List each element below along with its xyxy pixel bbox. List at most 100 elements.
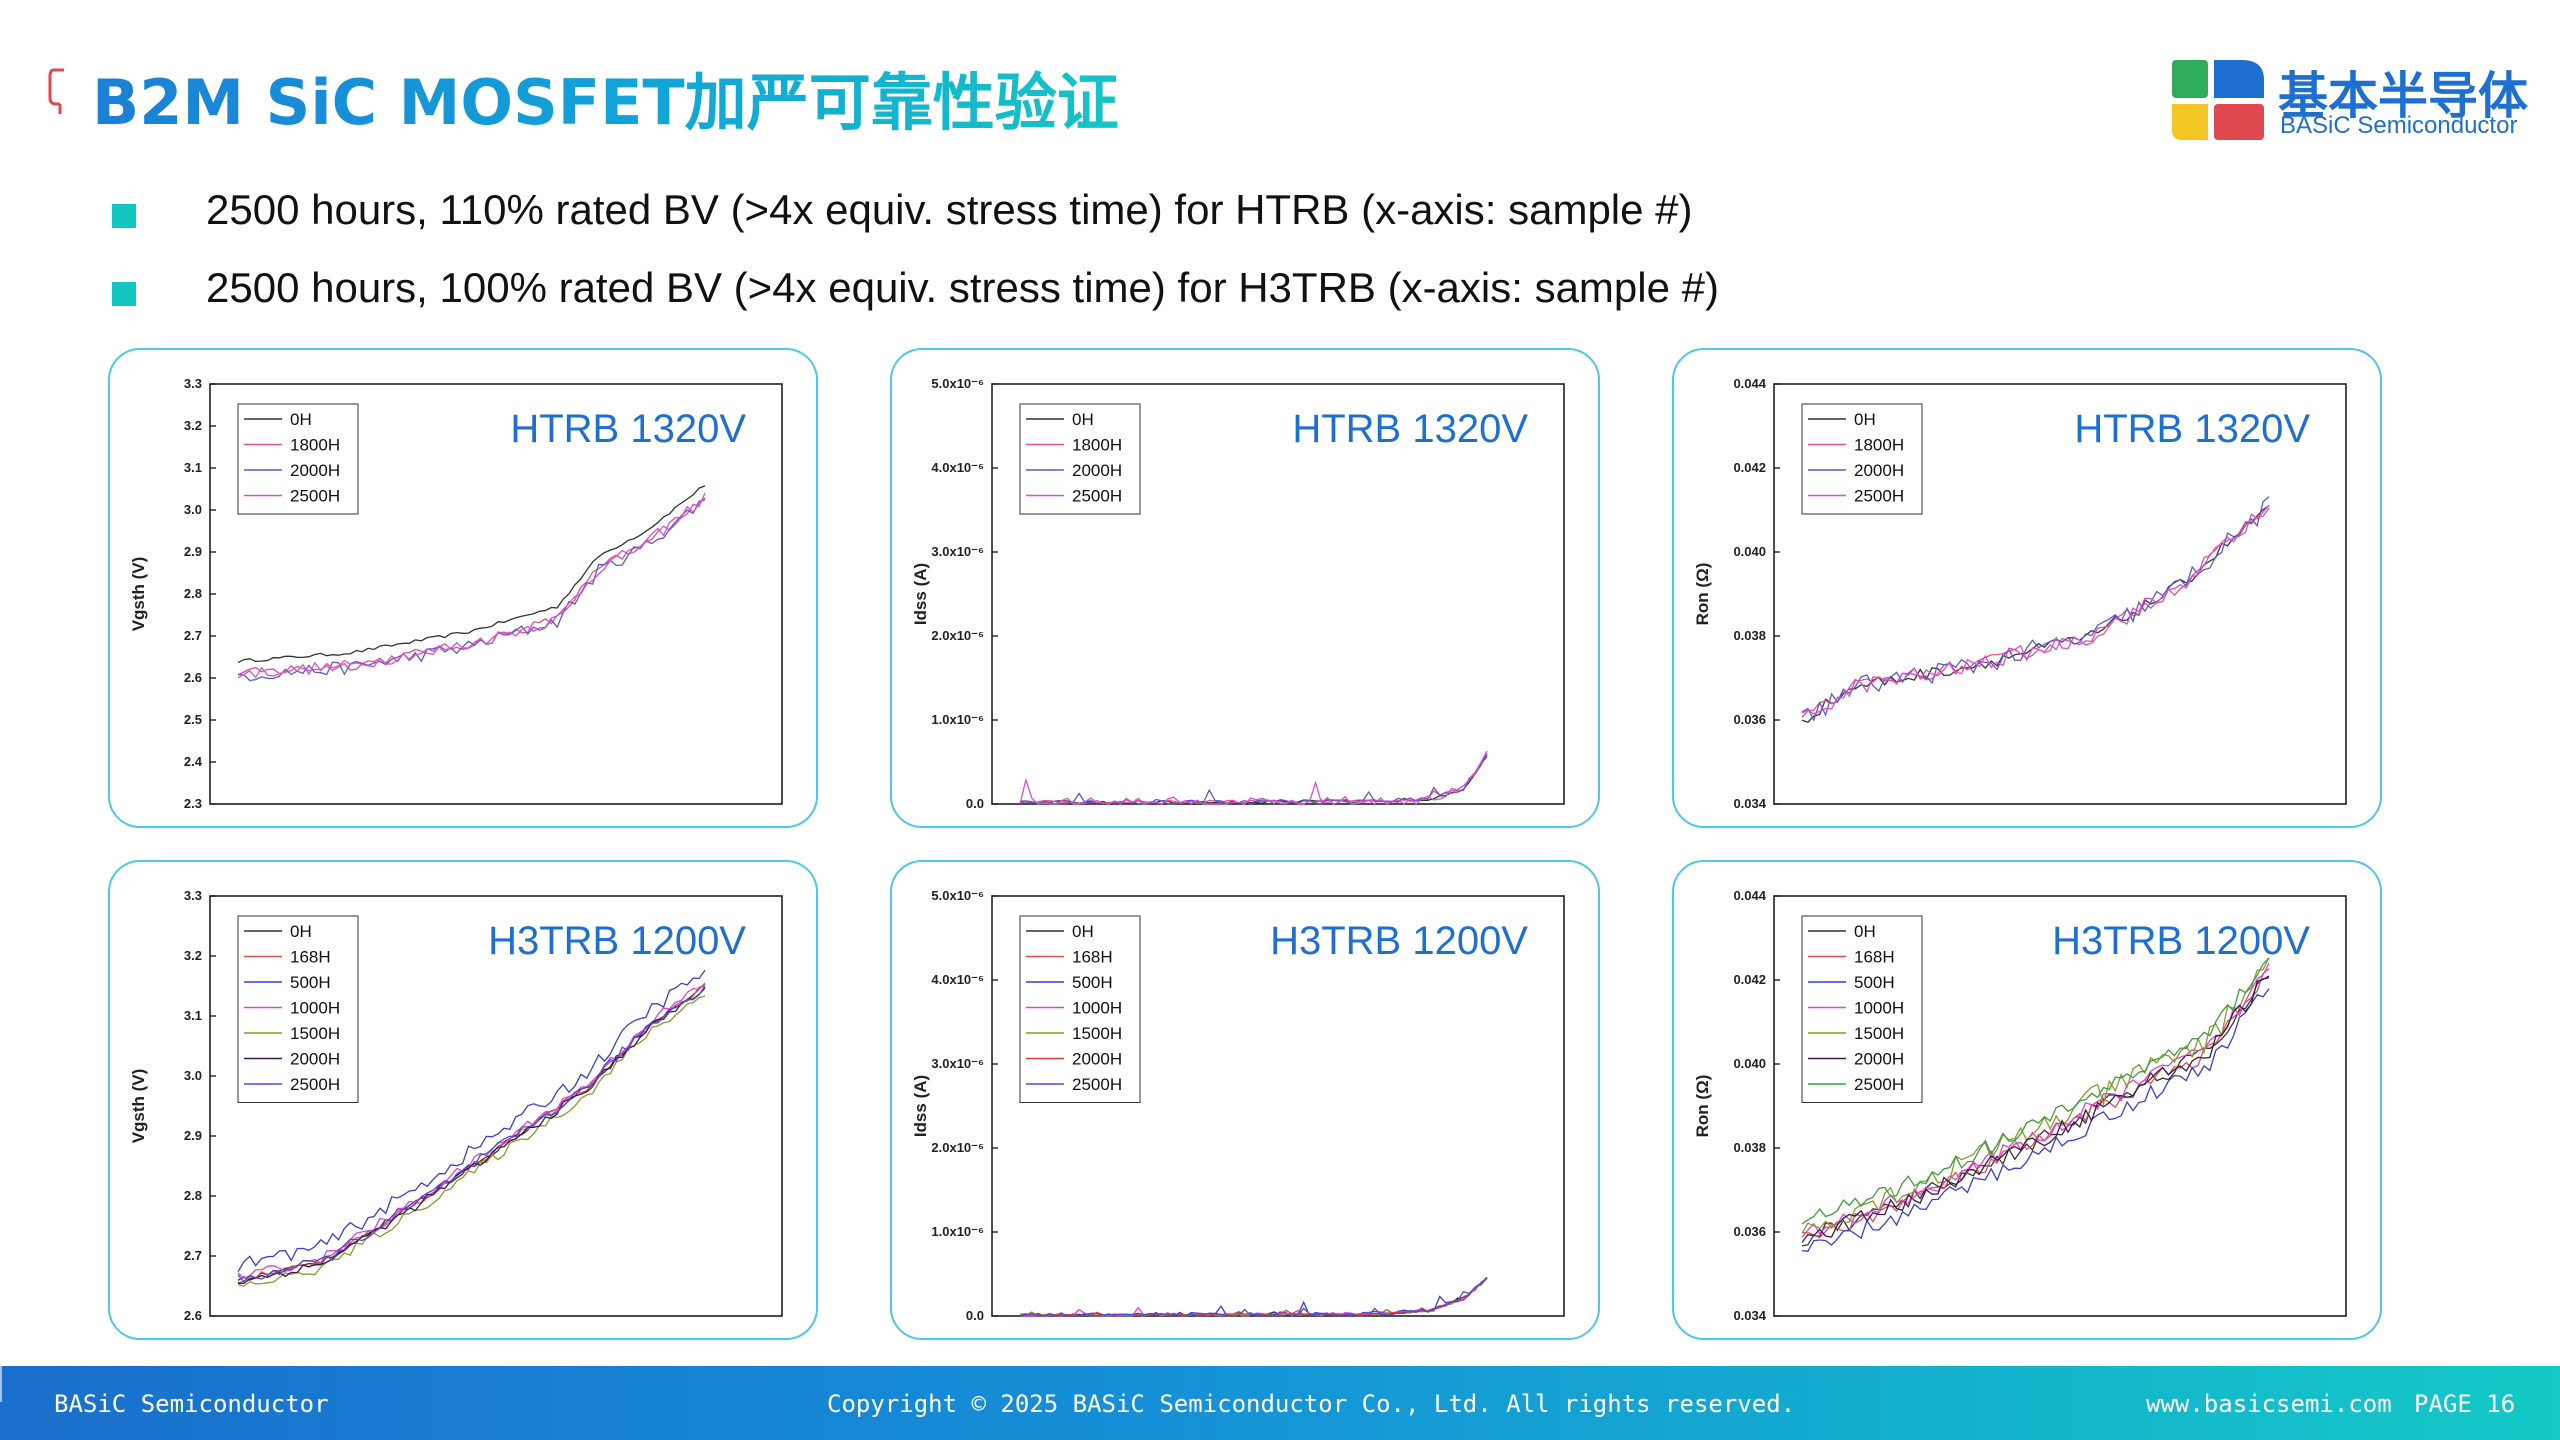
- y-axis-label: Idss (A): [911, 563, 930, 625]
- y-tick-label: 3.3: [184, 888, 202, 903]
- legend-box: [1019, 915, 1141, 1103]
- series-line-1800H: [1019, 754, 1488, 805]
- legend-label: 1500H: [1072, 1024, 1122, 1043]
- y-tick-label: 0.042: [1733, 972, 1766, 987]
- y-axis-label: Vgsth (V): [129, 1069, 148, 1144]
- legend-label: 1000H: [1854, 999, 1904, 1018]
- legend-label: 168H: [1854, 948, 1895, 967]
- y-tick-label: 4.0x10⁻⁶: [931, 972, 984, 987]
- legend-label: 168H: [1072, 948, 1113, 967]
- y-tick-label: 2.9: [184, 544, 202, 559]
- series-line-1000H: [1801, 962, 2270, 1238]
- series-line-2000H: [1019, 753, 1488, 805]
- y-tick-label: 2.4: [184, 754, 203, 769]
- legend-label: 2000H: [290, 461, 340, 480]
- legend-label: 0H: [1854, 410, 1876, 429]
- y-tick-label: 2.7: [184, 628, 202, 643]
- y-tick-label: 0.040: [1733, 1056, 1766, 1071]
- chart-panel-h3trb-ron: 0.034 0.036 0.038 0.040 0.042 0.044 Ron (Ω) 0H 1…: [1672, 860, 2382, 1340]
- chart-panel-htrb-vgsth: 2.3 2.4 2.5 2.6 2.7 2.8 2.9 3.0 3.1 3.2 3.3 Vgsth (…: [108, 348, 818, 828]
- y-tick-label: 2.5: [184, 712, 202, 727]
- chart-test-label: HTRB 1320V: [510, 407, 746, 451]
- page-title: B2M SiC MOSFET加严可靠性验证: [92, 52, 1119, 142]
- y-tick-label: 0.034: [1733, 1308, 1766, 1323]
- chart-htrb-vgsth: 2.3 2.4 2.5 2.6 2.7 2.8 2.9 3.0 3.1 3.2 3.3 Vgsth (…: [129, 376, 783, 811]
- series-line-1800H: [237, 492, 706, 676]
- chart-panel-h3trb-vgsth: 2.6 2.7 2.8 2.9 3.0 3.1 3.2 3.3 Vgsth (V) 0H 168H 5…: [108, 860, 818, 1340]
- series-line-500H: [237, 969, 706, 1273]
- y-tick-label: 3.0: [184, 502, 202, 517]
- y-tick-label: 0.0: [966, 796, 984, 811]
- logo-name-en: BASiC Semiconductor: [2280, 112, 2518, 139]
- series-line-2500H: [1801, 504, 2270, 715]
- series-line-1500H: [1801, 957, 2270, 1234]
- plot-frame: [991, 383, 1565, 805]
- legend-label: 2000H: [1072, 1050, 1122, 1069]
- y-tick-label: 0.042: [1733, 460, 1766, 475]
- series-line-2500H: [237, 497, 706, 679]
- y-tick-label: 3.1: [184, 1008, 202, 1023]
- legend-label: 0H: [1072, 922, 1094, 941]
- legend-box: [1801, 915, 1923, 1103]
- y-tick-label: 0.040: [1733, 544, 1766, 559]
- y-tick-label: 4.0x10⁻⁶: [931, 460, 984, 475]
- y-axis-label: Ron (Ω): [1693, 1075, 1712, 1138]
- y-tick-label: 2.8: [184, 586, 202, 601]
- bullet-text: 2500 hours, 100% rated BV (>4x equiv. st…: [206, 264, 1719, 311]
- y-tick-label: 5.0x10⁻⁶: [931, 376, 984, 391]
- chart-h3trb-vgsth: 2.6 2.7 2.8 2.9 3.0 3.1 3.2 3.3 Vgsth (V) 0H 168H 5…: [129, 888, 783, 1323]
- y-axis-label: Ron (Ω): [1693, 563, 1712, 626]
- bullet-text: 2500 hours, 110% rated BV (>4x equiv. st…: [206, 186, 1693, 233]
- legend-label: 500H: [1072, 973, 1113, 992]
- series-line-2500H: [1801, 957, 2270, 1225]
- legend-label: 0H: [290, 922, 312, 941]
- series-line-1000H: [237, 982, 706, 1279]
- y-tick-label: 5.0x10⁻⁶: [931, 888, 984, 903]
- y-tick-label: 0.038: [1733, 628, 1766, 643]
- footer-separator: [0, 1366, 2, 1384]
- y-tick-label: 1.0x10⁻⁶: [931, 712, 984, 727]
- chart-test-label: H3TRB 1200V: [1270, 919, 1528, 963]
- series-line-2000H: [237, 499, 706, 682]
- legend-label: 2500H: [290, 487, 340, 506]
- legend-label: 1000H: [1072, 999, 1122, 1018]
- legend-label: 500H: [1854, 973, 1895, 992]
- y-tick-label: 2.0x10⁻⁶: [931, 1140, 984, 1155]
- legend-label: 2500H: [1072, 487, 1122, 506]
- series-line-2000H: [1801, 975, 2270, 1243]
- plot-frame: [1773, 383, 2347, 805]
- logo-name-cn: 基本半导体: [2278, 67, 2528, 125]
- series-line-0H: [1019, 755, 1488, 805]
- footer-separator: [0, 1384, 2, 1402]
- plot-frame: [209, 895, 783, 1317]
- y-tick-label: 1.0x10⁻⁶: [931, 1224, 984, 1239]
- y-tick-label: 0.038: [1733, 1140, 1766, 1155]
- series-line-1500H: [237, 995, 706, 1287]
- y-tick-label: 2.8: [184, 1188, 202, 1203]
- legend-label: 1800H: [290, 436, 340, 455]
- y-tick-label: 0.036: [1733, 712, 1766, 727]
- series-line-2500H: [1019, 750, 1488, 805]
- y-tick-label: 3.0x10⁻⁶: [931, 544, 984, 559]
- y-tick-label: 0.036: [1733, 1224, 1766, 1239]
- chart-htrb-idss: 0.0 1.0x10⁻⁶ 2.0x10⁻⁶ 3.0x10⁻⁶ 4.0x10⁻⁶ 5.0x1…: [911, 376, 1565, 811]
- footer-website-link[interactable]: www.basicsemi.com: [2146, 1390, 2392, 1418]
- logo-mark-icon: [2172, 60, 2264, 140]
- legend-label: 1800H: [1072, 436, 1122, 455]
- legend-label: 0H: [1072, 410, 1094, 429]
- footer-bar: BASiC Semiconductor Copyright © 2025 BAS…: [0, 1366, 2560, 1440]
- legend-label: 2000H: [1854, 461, 1904, 480]
- y-axis-label: Vgsth (V): [129, 557, 148, 632]
- legend-label: 1500H: [1854, 1024, 1904, 1043]
- legend-label: 1500H: [290, 1024, 340, 1043]
- chart-panel-htrb-ron: 0.034 0.036 0.038 0.040 0.042 0.044 Ron (Ω) 0H 1…: [1672, 348, 2382, 828]
- series-line-1800H: [1801, 507, 2270, 718]
- chart-htrb-ron: 0.034 0.036 0.038 0.040 0.042 0.044 Ron (Ω) 0H 1…: [1693, 376, 2347, 811]
- y-axis-label: Idss (A): [911, 1075, 930, 1137]
- y-tick-label: 2.0x10⁻⁶: [931, 628, 984, 643]
- bullet-square-icon: [112, 282, 136, 306]
- chart-test-label: H3TRB 1200V: [488, 919, 746, 963]
- legend-label: 0H: [290, 410, 312, 429]
- y-tick-label: 0.0: [966, 1308, 984, 1323]
- y-tick-label: 3.2: [184, 948, 202, 963]
